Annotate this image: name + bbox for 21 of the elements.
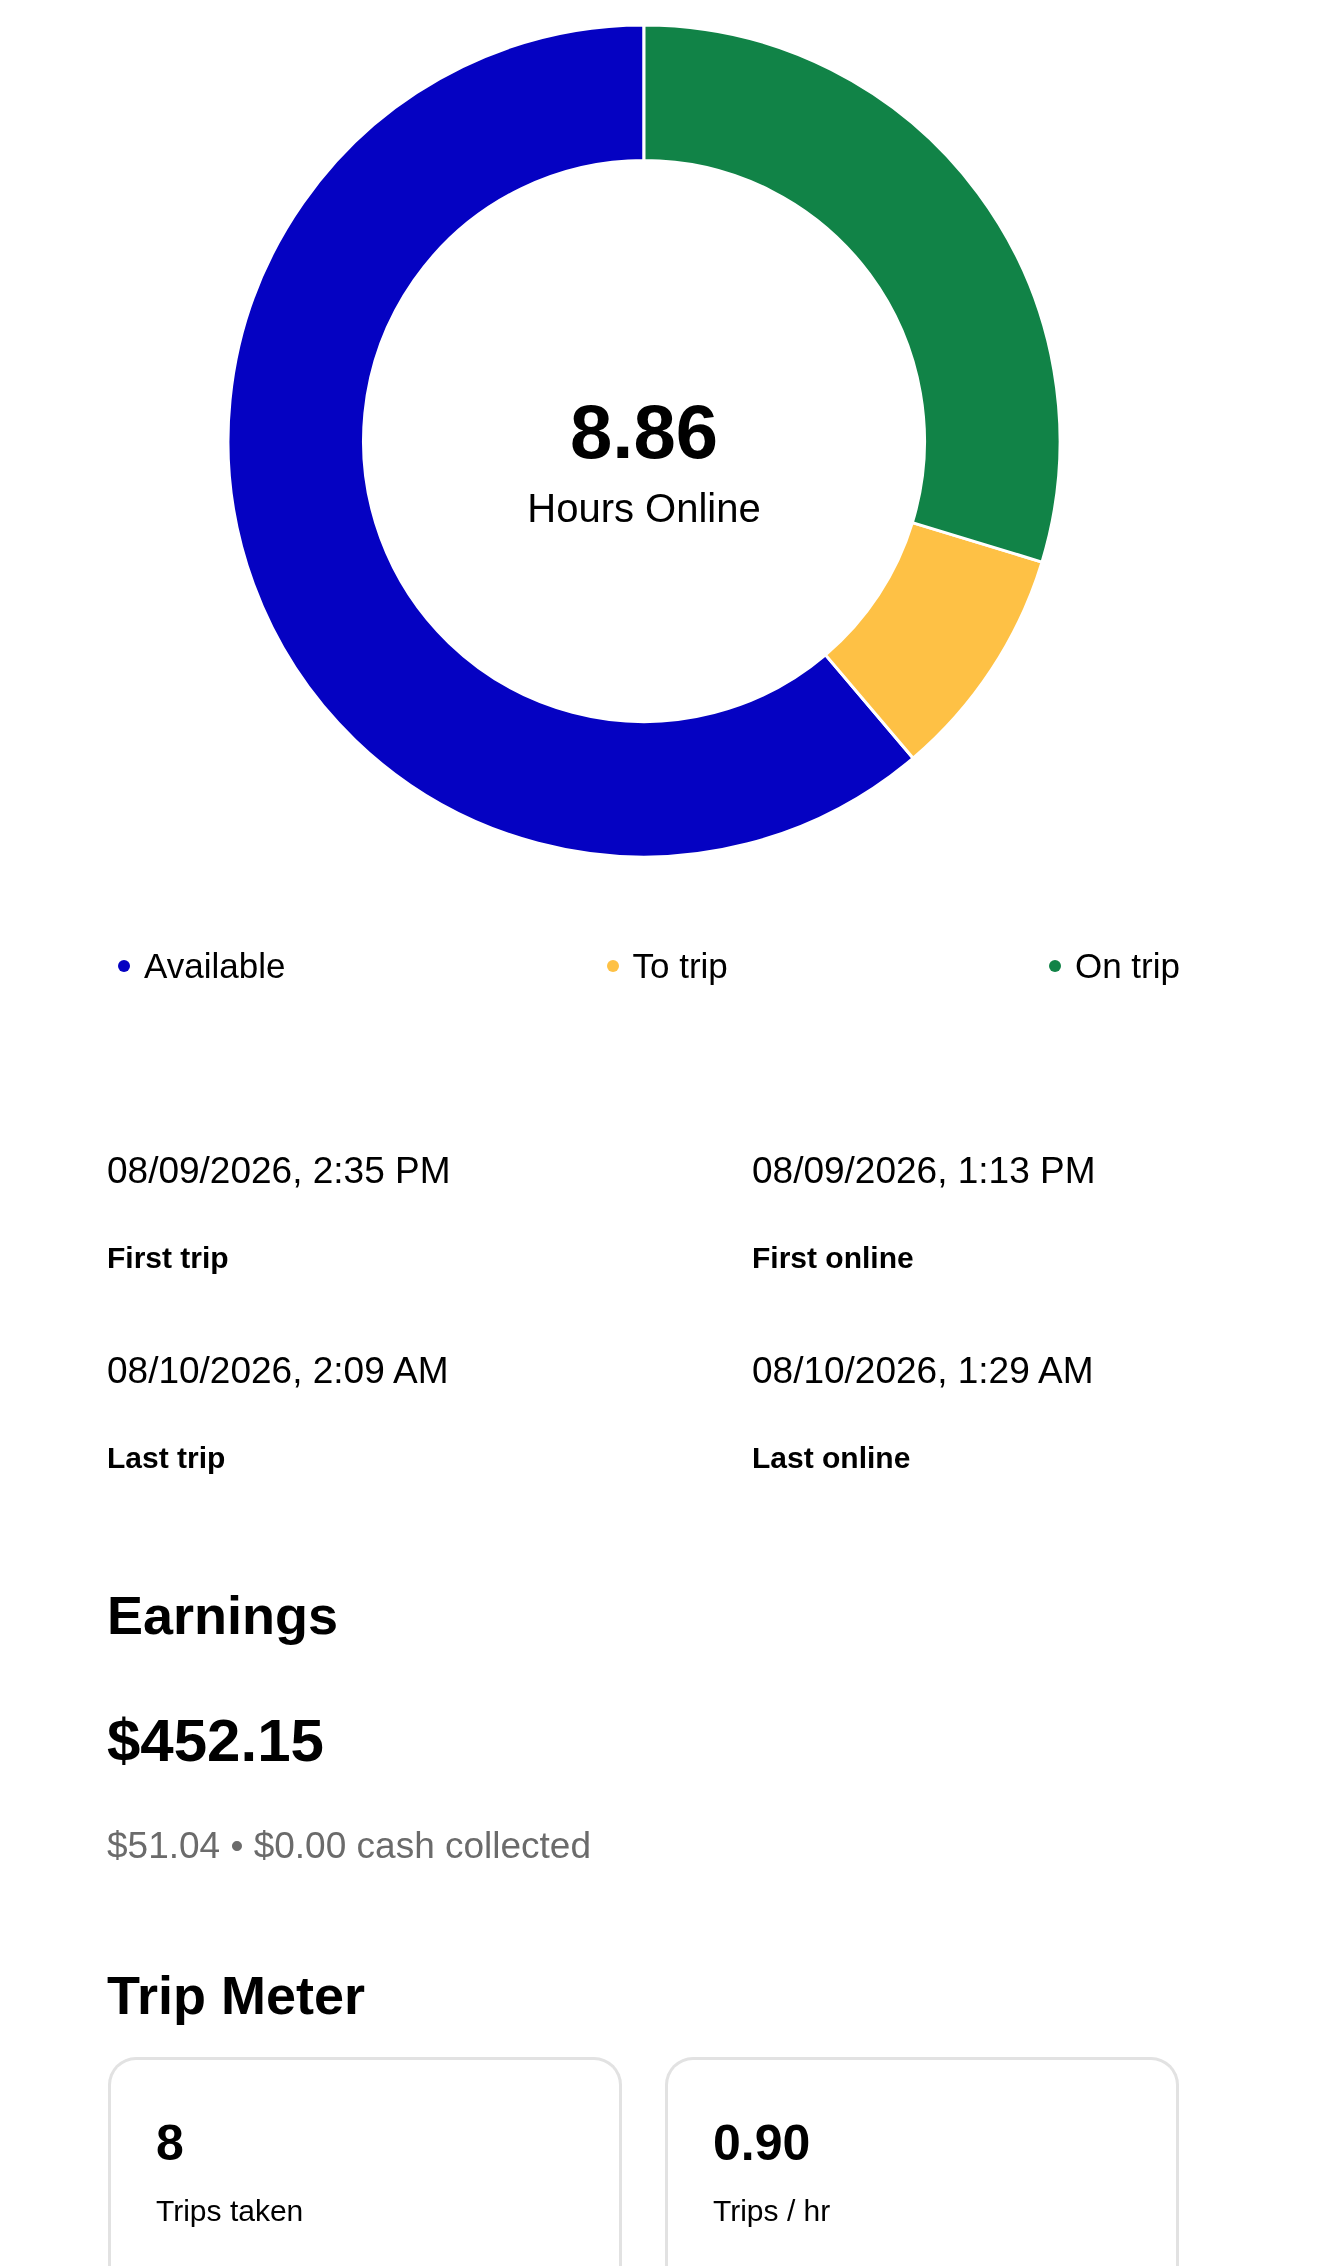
text: Trips taken [156, 2193, 304, 2229]
text: 08/10/2026, 2:09 AM [107, 1349, 449, 1393]
text: 08/09/2026, 1:13 PM [752, 1149, 1096, 1193]
text: Hours Online [526, 485, 762, 532]
legend-label: Available [144, 945, 286, 987]
text: 08/09/2026, 2:35 PM [107, 1149, 451, 1193]
text: $452.15 [107, 1706, 324, 1776]
text: 8 [156, 2114, 184, 2173]
text: Last trip [107, 1440, 226, 1476]
text: 0.90 [713, 2114, 811, 2173]
text: $51.04 • $0.00 cash collected [107, 1824, 592, 1868]
text: Trip Meter [107, 1964, 366, 2027]
text: Trips / hr [713, 2193, 831, 2229]
text: First online [752, 1240, 914, 1276]
text: First trip [107, 1240, 229, 1276]
text: Last online [752, 1440, 911, 1476]
text: 8.86 [569, 388, 719, 476]
text: Earnings [107, 1584, 339, 1647]
legend-label: On trip [1074, 945, 1180, 987]
text: 08/10/2026, 1:29 AM [752, 1349, 1094, 1393]
legend-label: To trip [632, 945, 728, 987]
